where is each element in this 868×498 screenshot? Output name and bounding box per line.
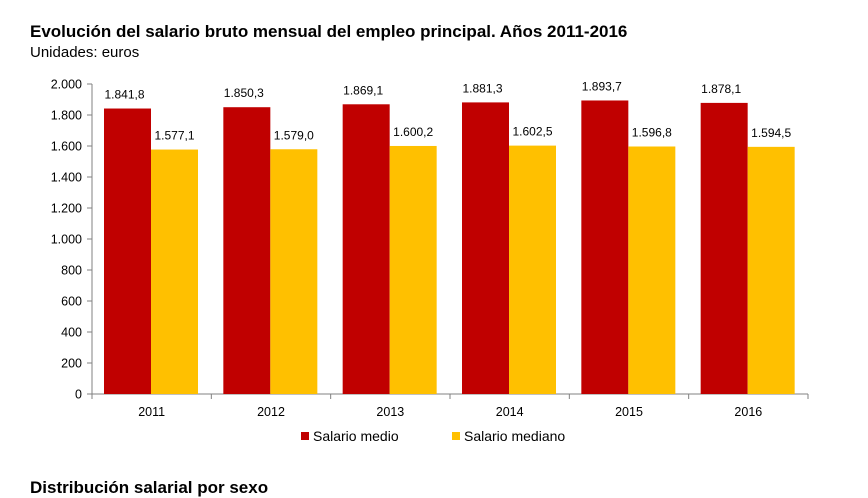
data-label: 1.841,8 bbox=[104, 88, 144, 102]
bar-salario-medio bbox=[342, 104, 390, 395]
y-tick-label: 200 bbox=[61, 357, 82, 371]
legend-label: Salario medio bbox=[313, 428, 399, 444]
legend-label: Salario mediano bbox=[464, 428, 565, 444]
chart-title: Evolución del salario bruto mensual del … bbox=[30, 22, 628, 41]
y-tick-label: 1.400 bbox=[51, 171, 82, 185]
x-tick-label: 2016 bbox=[734, 405, 762, 419]
chart-subtitle: Unidades: euros bbox=[30, 44, 140, 61]
bar-salario-mediano bbox=[270, 149, 318, 394]
x-tick-label: 2014 bbox=[496, 405, 524, 419]
bar-salario-mediano bbox=[151, 149, 198, 394]
y-tick-label: 800 bbox=[61, 264, 82, 278]
x-tick-label: 2012 bbox=[257, 405, 285, 419]
data-label: 1.869,1 bbox=[343, 83, 383, 97]
bar-salario-medio bbox=[581, 100, 629, 394]
bar-salario-mediano bbox=[389, 145, 437, 394]
x-tick-label: 2013 bbox=[376, 405, 404, 419]
bar-salario-mediano bbox=[509, 145, 556, 394]
data-label: 1.850,3 bbox=[224, 86, 264, 100]
data-label: 1.878,1 bbox=[701, 82, 741, 96]
next-section-title: Distribución salarial por sexo bbox=[30, 478, 269, 497]
y-tick-label: 1.200 bbox=[51, 202, 82, 216]
legend-swatch bbox=[301, 432, 309, 440]
data-label: 1.600,2 bbox=[393, 125, 433, 139]
y-tick-label: 600 bbox=[61, 295, 82, 309]
y-tick-label: 400 bbox=[61, 326, 82, 340]
bar-salario-medio bbox=[462, 102, 509, 394]
bar-salario-mediano bbox=[628, 146, 676, 394]
y-tick-label: 2.000 bbox=[51, 78, 82, 92]
data-label: 1.881,3 bbox=[462, 81, 502, 95]
data-label: 1.596,8 bbox=[632, 125, 672, 139]
bar-salario-mediano bbox=[747, 146, 795, 394]
bar-salario-medio bbox=[700, 102, 748, 394]
bar-salario-medio bbox=[104, 108, 151, 395]
y-tick-label: 0 bbox=[75, 388, 82, 402]
legend-swatch bbox=[452, 432, 460, 440]
data-label: 1.602,5 bbox=[512, 125, 552, 139]
y-tick-label: 1.000 bbox=[51, 233, 82, 247]
data-label: 1.579,0 bbox=[274, 128, 314, 142]
data-label: 1.594,5 bbox=[751, 126, 791, 140]
x-tick-label: 2011 bbox=[138, 405, 165, 419]
data-label: 1.577,1 bbox=[154, 129, 194, 143]
y-tick-label: 1.600 bbox=[51, 140, 82, 154]
y-tick-label: 1.800 bbox=[51, 109, 82, 123]
x-tick-label: 2015 bbox=[615, 405, 643, 419]
data-label: 1.893,7 bbox=[582, 79, 622, 93]
bar-salario-medio bbox=[223, 107, 271, 395]
